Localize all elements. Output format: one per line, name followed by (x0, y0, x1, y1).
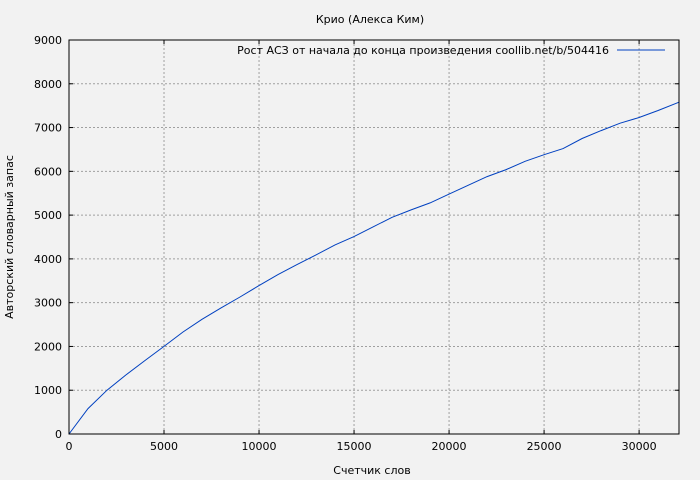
y-tick-label: 9000 (34, 34, 62, 47)
y-tick-label: 7000 (34, 122, 62, 135)
x-tick-label: 25000 (527, 440, 562, 453)
plot-frame (68, 39, 680, 435)
x-tick-label: 20000 (432, 440, 467, 453)
x-tick-label: 15000 (337, 440, 372, 453)
y-tick-label: 2000 (34, 340, 62, 353)
x-tick-label: 0 (66, 440, 73, 453)
y-axis-label: Авторский словарный запас (3, 155, 16, 319)
chart-title: Крио (Алекса Ким) (316, 13, 424, 26)
legend-label: Рост АСЗ от начала до конца произведения… (237, 44, 609, 57)
series-line (68, 101, 680, 435)
x-tick-label: 30000 (622, 440, 657, 453)
legend: Рост АСЗ от начала до конца произведения… (237, 44, 665, 57)
y-tick-label: 3000 (34, 297, 62, 310)
y-tick-label: 1000 (34, 384, 62, 397)
y-tick-label: 5000 (34, 209, 62, 222)
x-axis-label: Счетчик слов (333, 464, 410, 477)
y-tick-label: 4000 (34, 253, 62, 266)
y-tick-label: 8000 (34, 78, 62, 91)
x-tick-label: 10000 (242, 440, 277, 453)
y-tick-label: 0 (55, 428, 62, 441)
x-tick-label: 5000 (150, 440, 178, 453)
y-tick-label: 6000 (34, 165, 62, 178)
